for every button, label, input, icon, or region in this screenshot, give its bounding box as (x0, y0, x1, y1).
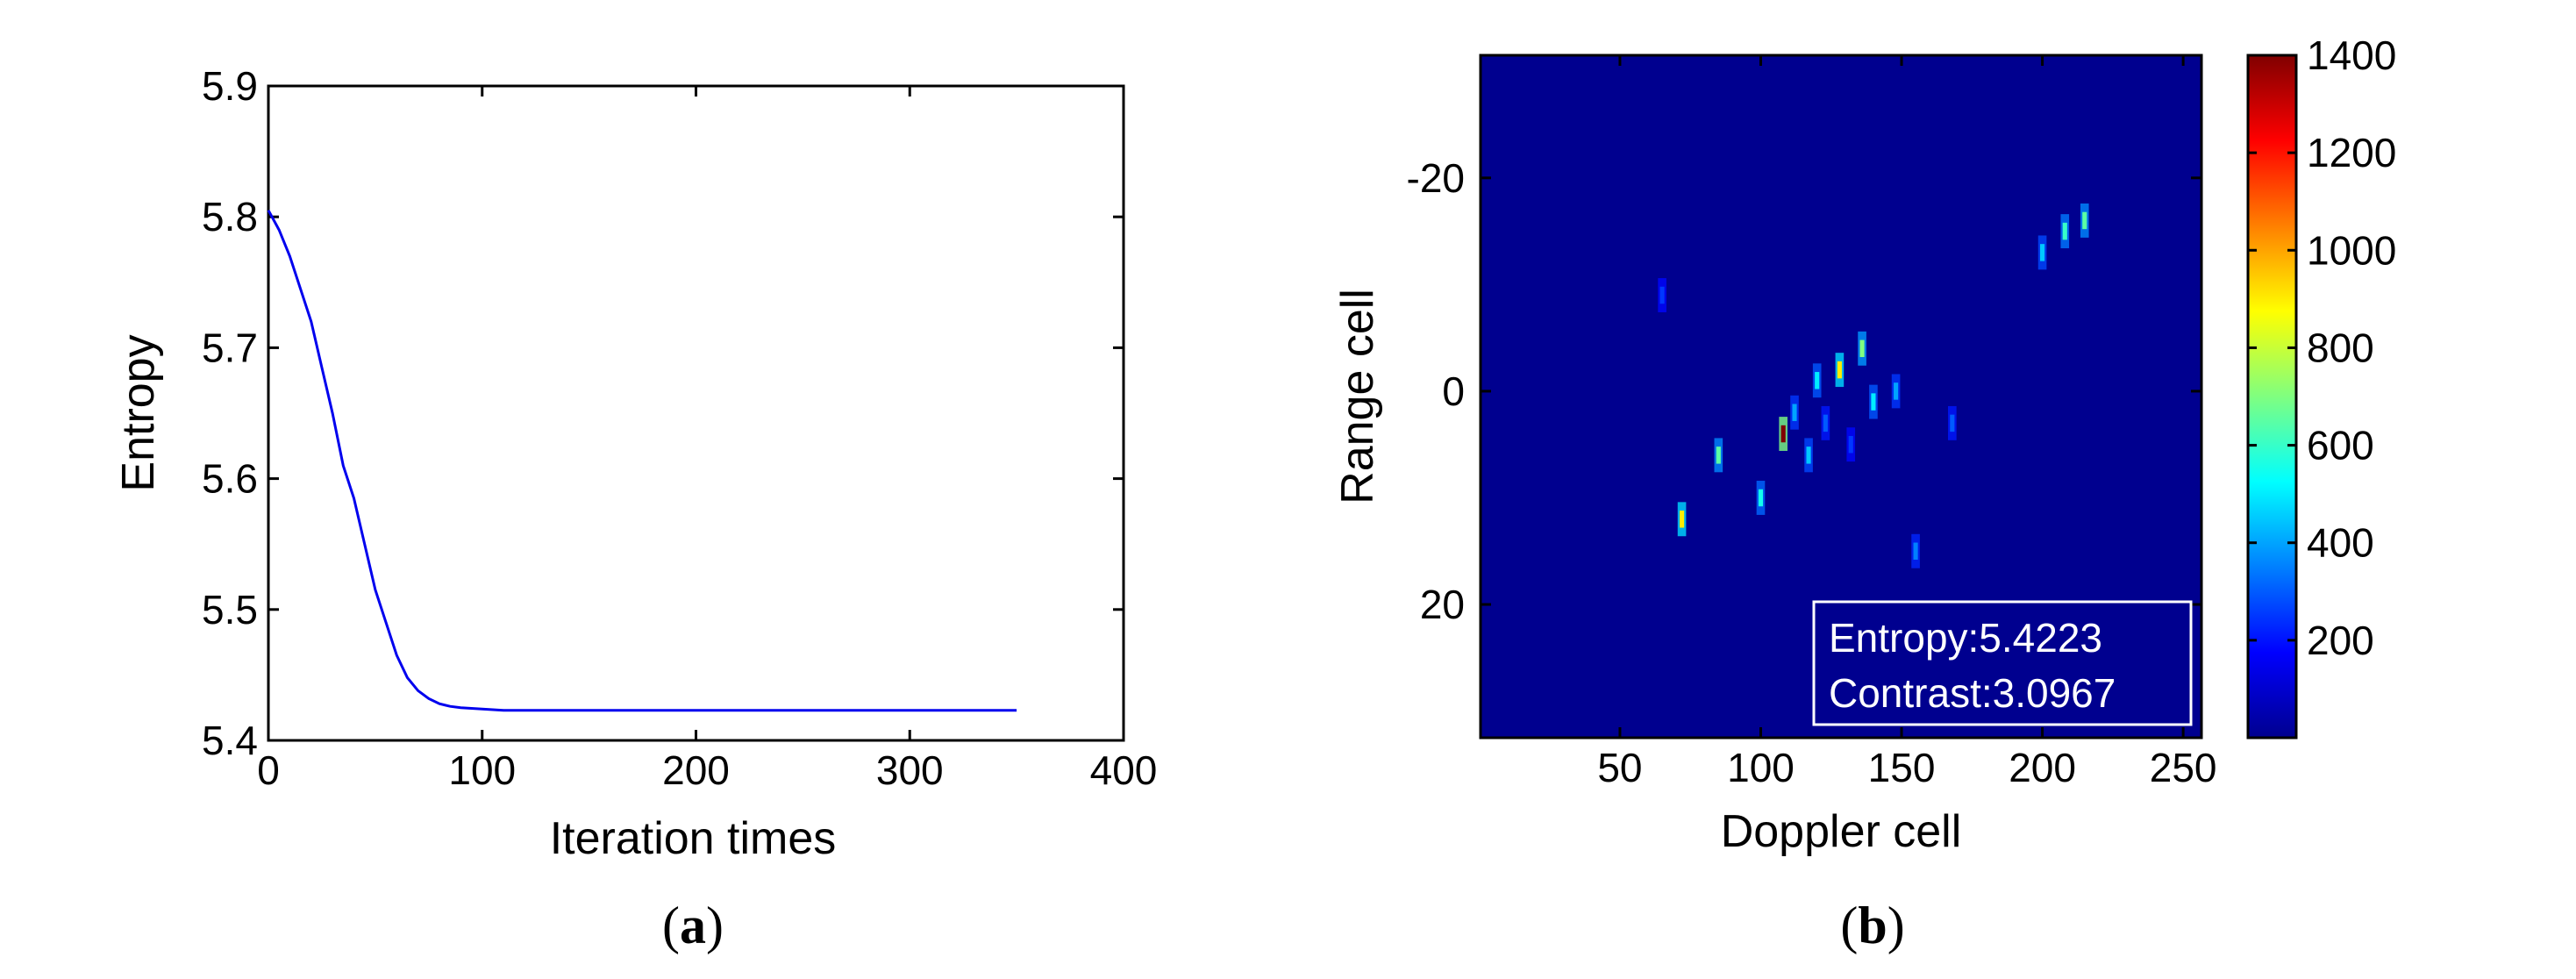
scatterer-point (2040, 244, 2045, 261)
panel-b-y-tick-label: 0 (1442, 368, 1465, 414)
panel-a-y-tick-label: 5.4 (202, 718, 258, 763)
panel-b-x-tick-label: 250 (2150, 745, 2217, 790)
panel-a-x-tick-labels: 0 100 200 300 400 (257, 747, 1157, 793)
heatmap-background (1481, 55, 2201, 738)
panel-a-y-axis-label: Entropy (113, 334, 164, 491)
scatterer-point (1823, 414, 1828, 432)
colorbar-ticks (2248, 54, 2296, 642)
panel-b-heatmap: -20 0 20 50 100 150 200 250 Entropy:5.4223 Con… (1332, 32, 2396, 954)
panel-b-x-tick-label: 100 (1727, 745, 1795, 790)
panel-b-x-tick-label: 200 (2009, 745, 2076, 790)
panel-b-y-axis-label: Range cell (1332, 289, 1383, 504)
panel-b-y-tick-labels: -20 0 20 (1407, 155, 1465, 627)
panel-b-caption-letter: b (1858, 897, 1887, 954)
scatterer-point (1780, 425, 1786, 443)
panel-b-plot-frame (1479, 54, 2203, 740)
colorbar-tick-label: 1200 (2307, 130, 2396, 175)
panel-a-x-tick-label: 0 (257, 747, 280, 793)
panel-b-y-tick-label: -20 (1407, 155, 1465, 201)
scatterer-point (1792, 404, 1797, 421)
panel-a-x-tick-label: 100 (448, 747, 516, 793)
panel-a-y-tick-label: 5.8 (202, 194, 258, 239)
entropy-curve (267, 209, 1017, 712)
panel-b-caption: (b) (1840, 897, 1904, 954)
metrics-annotation-box: Entropy:5.4223 Contrast:3.0967 (1812, 600, 2193, 726)
panel-b-x-tick-label: 150 (1868, 745, 1936, 790)
annotation-border (1812, 600, 2193, 726)
scatterer-point (1806, 447, 1811, 464)
colorbar-tick-label: 200 (2307, 618, 2374, 663)
colorbar-tick-label: 800 (2307, 325, 2374, 370)
scatterer-point (1848, 435, 1853, 454)
contrast-annotation: Contrast:3.0967 (1829, 670, 2116, 716)
panel-b-x-tick-labels: 50 100 150 200 250 (1597, 745, 2216, 790)
panel-a-y-tick-label: 5.5 (202, 587, 258, 632)
scatterer-point (1837, 361, 1842, 379)
scatterer-point (1716, 447, 1721, 464)
scatterer-point (1680, 511, 1685, 528)
scatterer-point (1758, 489, 1764, 507)
panel-a-y-tick-label: 5.9 (202, 63, 258, 109)
panel-b-y-tick-label: 20 (1420, 582, 1465, 627)
colorbar-tick-label: 1400 (2307, 32, 2396, 78)
panel-a-y-tick-labels: 5.4 5.5 5.6 5.7 5.8 5.9 (202, 63, 258, 763)
panel-b-x-axis-label: Doppler cell (1721, 806, 1962, 857)
panel-a-x-axis-label: Iteration times (550, 813, 837, 864)
panel-a-y-tick-label: 5.6 (202, 456, 258, 502)
panel-a-axis-ticks (267, 84, 1125, 742)
scatterer-point (2062, 222, 2067, 240)
panel-b-axis-ticks (1481, 55, 2201, 738)
scatterer-point (1815, 372, 1820, 389)
colorbar-tick-label: 400 (2307, 520, 2374, 566)
colorbar-tick-label: 600 (2307, 423, 2374, 468)
scatterer-point (1859, 339, 1865, 358)
scatterer-point (1950, 414, 1955, 432)
panel-a-caption-letter: a (680, 897, 706, 954)
panel-a-x-tick-label: 300 (876, 747, 944, 793)
colorbar-tick-labels: 200 400 600 800 1000 1200 1400 (2307, 32, 2396, 663)
panel-a-y-tick-label: 5.7 (202, 325, 258, 370)
scatterer-point (1659, 286, 1665, 304)
entropy-annotation: Entropy:5.4223 (1829, 615, 2102, 661)
panel-a-x-tick-label: 400 (1090, 747, 1158, 793)
scatterer-point (1913, 542, 1918, 560)
panel-a-plot-area (267, 84, 1125, 742)
panel-b-x-tick-label: 50 (1597, 745, 1642, 790)
heatmap-scatterers (1658, 203, 2089, 568)
scatterer-point (2082, 211, 2087, 230)
colorbar (2246, 54, 2298, 740)
panel-a-line-chart: 5.4 5.5 5.6 5.7 5.8 5.9 0 100 200 300 400 Iterati… (113, 63, 1157, 954)
panel-a-x-tick-label: 200 (662, 747, 730, 793)
scatterer-point (1871, 393, 1876, 411)
colorbar-tick-label: 1000 (2307, 227, 2396, 273)
panel-a-caption: (a) (662, 897, 724, 954)
scatterer-point (1894, 382, 1899, 400)
